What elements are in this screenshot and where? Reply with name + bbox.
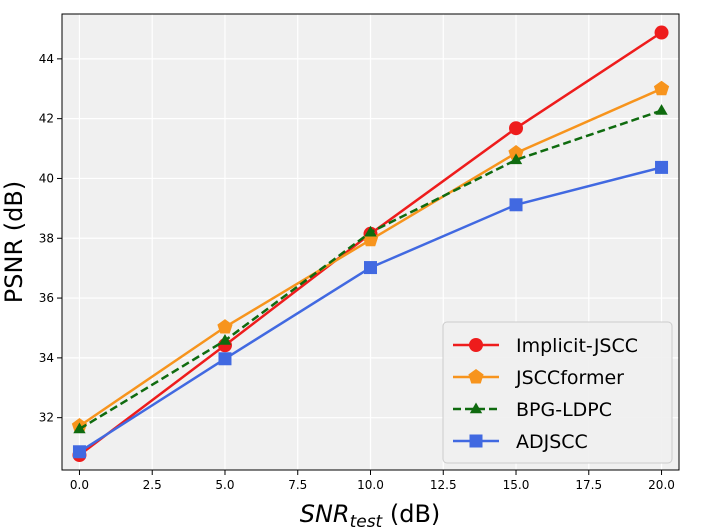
- x-tick-label: 15.0: [503, 478, 530, 492]
- legend-item-implicit-jscc: Implicit-JSCC: [453, 335, 638, 357]
- y-tick-label: 42: [39, 112, 54, 126]
- data-point-bpg-ldpc: [509, 153, 523, 165]
- y-axis-label: PSNR (dB): [0, 181, 28, 303]
- data-point-bpg-ldpc: [364, 225, 377, 237]
- data-point-adjscc: [218, 352, 232, 366]
- series-layer: [71, 25, 670, 463]
- y-tick-label: 32: [39, 411, 54, 425]
- y-tick-label: 34: [39, 351, 54, 365]
- y-tick-label: 36: [39, 291, 54, 305]
- x-tick-label: 10.0: [357, 478, 384, 492]
- legend-item-bpg-ldpc: BPG-LDPC: [453, 399, 612, 421]
- data-point-adjscc: [72, 445, 86, 459]
- x-tick-label: 0.0: [70, 478, 89, 492]
- data-point-adjscc: [364, 261, 377, 275]
- legend-item-jsccformer: JSCCformer: [453, 367, 624, 389]
- series-adjscc: [72, 160, 669, 459]
- legend-label: ADJSCC: [516, 431, 588, 453]
- series-bpg-ldpc: [73, 104, 668, 434]
- data-point-bpg-ldpc: [218, 334, 232, 345]
- x-tick-label: 12.5: [430, 478, 457, 492]
- y-tick-label: 38: [39, 231, 54, 245]
- legend-box: [442, 321, 673, 464]
- legend-label: JSCCformer: [515, 367, 624, 389]
- legend-marker: [469, 402, 483, 414]
- data-point-jsccformer: [653, 80, 670, 96]
- legend-label: BPG-LDPC: [516, 399, 612, 421]
- x-axis-label: SNRtest (dB): [300, 500, 441, 531]
- x-tick-label: 5.0: [215, 478, 234, 492]
- legend-label: Implicit-JSCC: [516, 335, 638, 357]
- x-tick-label: 2.5: [143, 478, 162, 492]
- legend-marker: [469, 338, 483, 352]
- data-point-adjscc: [509, 198, 523, 212]
- x-axis: 0.0 2.5 5.0 7.5 10.0 12.5 15.0 17.5 20.0: [70, 470, 675, 492]
- x-axis-label-sub: test: [350, 512, 384, 531]
- x-tick-label: 20.0: [648, 478, 675, 492]
- data-point-adjscc: [655, 160, 669, 174]
- data-point-bpg-ldpc: [73, 422, 86, 434]
- data-point-jsccformer: [217, 319, 233, 334]
- x-axis-label-unit: (dB): [382, 500, 440, 528]
- y-tick-label: 44: [39, 52, 54, 66]
- x-tick-label: 17.5: [575, 478, 602, 492]
- x-tick-label: 7.5: [288, 478, 307, 492]
- legend: Implicit-JSCC JSCCformer BPG-LDPC ADJSCC: [442, 321, 673, 464]
- data-point-implicit-jscc: [654, 25, 669, 40]
- data-point-jsccformer: [508, 145, 524, 160]
- data-point-bpg-ldpc: [655, 104, 668, 115]
- legend-marker: [469, 434, 483, 448]
- x-axis-label-main: SNR: [300, 500, 350, 528]
- y-axis: 32 34 36 38 40 42 44: [39, 52, 62, 425]
- y-tick-label: 40: [39, 171, 54, 185]
- data-point-implicit-jscc: [509, 121, 524, 136]
- legend-marker: [468, 369, 484, 384]
- legend-item-adjscc: ADJSCC: [453, 431, 588, 453]
